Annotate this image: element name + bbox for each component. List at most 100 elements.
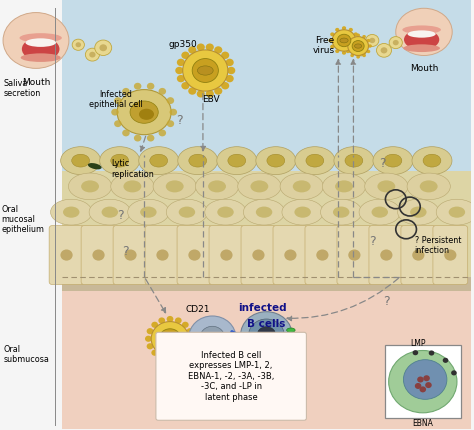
Ellipse shape [333, 207, 349, 218]
Circle shape [188, 336, 195, 342]
Text: ?: ? [117, 208, 124, 221]
Ellipse shape [306, 155, 324, 168]
Circle shape [114, 98, 122, 105]
Ellipse shape [335, 181, 353, 193]
Circle shape [122, 130, 130, 137]
Circle shape [147, 135, 155, 142]
Circle shape [226, 76, 234, 83]
Circle shape [206, 44, 214, 52]
Ellipse shape [166, 200, 208, 225]
Circle shape [145, 336, 152, 342]
Circle shape [356, 40, 360, 43]
Circle shape [188, 88, 196, 95]
Circle shape [337, 35, 351, 48]
Circle shape [111, 110, 119, 116]
Ellipse shape [295, 147, 335, 175]
Text: Mouth: Mouth [410, 64, 438, 73]
Ellipse shape [398, 200, 439, 225]
Ellipse shape [21, 54, 61, 63]
Circle shape [89, 52, 96, 58]
FancyBboxPatch shape [273, 226, 308, 285]
Ellipse shape [111, 174, 154, 200]
Circle shape [214, 88, 222, 95]
FancyBboxPatch shape [49, 226, 84, 285]
Circle shape [425, 382, 432, 388]
Ellipse shape [402, 26, 441, 35]
Circle shape [151, 322, 189, 356]
Circle shape [158, 354, 165, 360]
Circle shape [197, 44, 205, 52]
Ellipse shape [100, 147, 140, 175]
FancyBboxPatch shape [401, 226, 436, 285]
Circle shape [147, 83, 155, 90]
Ellipse shape [256, 207, 272, 218]
Ellipse shape [412, 147, 452, 175]
Circle shape [423, 375, 430, 381]
Ellipse shape [287, 328, 295, 332]
Ellipse shape [355, 45, 362, 49]
Ellipse shape [284, 250, 297, 261]
Ellipse shape [186, 335, 195, 340]
Circle shape [167, 121, 174, 128]
FancyBboxPatch shape [241, 226, 276, 285]
Ellipse shape [150, 155, 168, 168]
Ellipse shape [217, 207, 234, 218]
FancyBboxPatch shape [433, 226, 468, 285]
Circle shape [192, 59, 219, 83]
Text: Oral
submucosa: Oral submucosa [3, 344, 49, 364]
Ellipse shape [188, 250, 201, 261]
Text: Mouth: Mouth [22, 78, 50, 87]
Circle shape [241, 312, 292, 359]
Circle shape [332, 31, 356, 52]
Text: Free
virus: Free virus [313, 36, 335, 55]
Ellipse shape [449, 207, 465, 218]
Text: ?: ? [122, 245, 128, 258]
Ellipse shape [280, 174, 323, 200]
Circle shape [368, 45, 372, 49]
Ellipse shape [88, 164, 101, 170]
Circle shape [403, 360, 447, 399]
Ellipse shape [208, 181, 226, 193]
Circle shape [175, 354, 182, 360]
Ellipse shape [404, 30, 439, 51]
Text: B cells: B cells [247, 318, 286, 329]
Text: EBV: EBV [202, 95, 220, 104]
Circle shape [159, 329, 181, 349]
Circle shape [134, 135, 141, 142]
Circle shape [389, 351, 457, 413]
Text: ?: ? [383, 294, 390, 307]
Circle shape [335, 50, 339, 54]
Ellipse shape [19, 34, 62, 43]
Circle shape [354, 33, 358, 37]
Circle shape [356, 56, 360, 59]
Circle shape [355, 46, 366, 57]
Ellipse shape [444, 250, 456, 261]
Text: CD21: CD21 [186, 304, 210, 313]
Circle shape [177, 76, 185, 83]
Circle shape [72, 40, 84, 51]
Bar [62, 1, 471, 172]
FancyBboxPatch shape [209, 226, 244, 285]
Circle shape [182, 52, 190, 60]
Ellipse shape [345, 155, 363, 168]
Ellipse shape [238, 174, 281, 200]
Ellipse shape [410, 207, 427, 218]
FancyBboxPatch shape [305, 226, 340, 285]
Circle shape [188, 47, 196, 55]
Ellipse shape [3, 13, 69, 69]
Circle shape [226, 60, 234, 67]
Ellipse shape [63, 207, 80, 218]
Ellipse shape [123, 181, 141, 193]
Circle shape [376, 44, 392, 58]
Circle shape [366, 40, 370, 43]
Ellipse shape [250, 181, 268, 193]
Ellipse shape [166, 181, 183, 193]
Ellipse shape [140, 207, 156, 218]
Circle shape [221, 83, 229, 90]
Text: infected: infected [238, 302, 287, 313]
Circle shape [352, 41, 364, 52]
Text: EBNA: EBNA [412, 418, 433, 427]
Ellipse shape [22, 38, 59, 62]
Circle shape [330, 46, 335, 49]
Circle shape [114, 121, 122, 128]
